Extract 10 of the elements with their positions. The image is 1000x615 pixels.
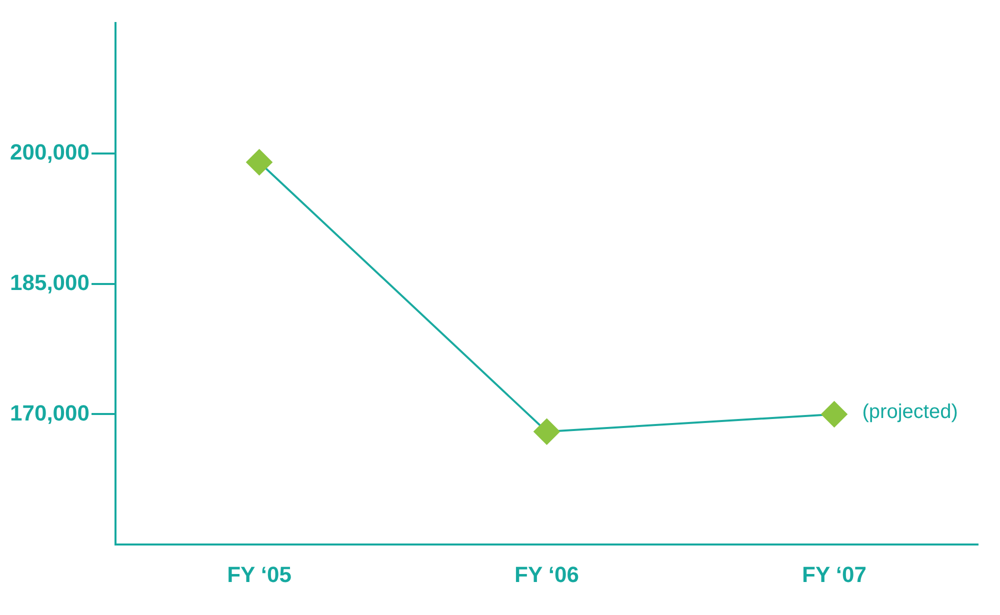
point [821, 401, 848, 428]
x-tick-label: FY ‘07 [802, 562, 866, 587]
y-tick-label: 170,000 [10, 400, 90, 426]
y-tick-label: 185,000 [10, 270, 90, 295]
point [534, 418, 560, 445]
y-tick-label: 200,000 [10, 140, 90, 165]
x-tick-label: FY ‘06 [514, 562, 579, 587]
x-tick-label: FY ‘05 [227, 562, 292, 587]
point [246, 149, 272, 176]
annotation: (projected) [862, 400, 958, 423]
